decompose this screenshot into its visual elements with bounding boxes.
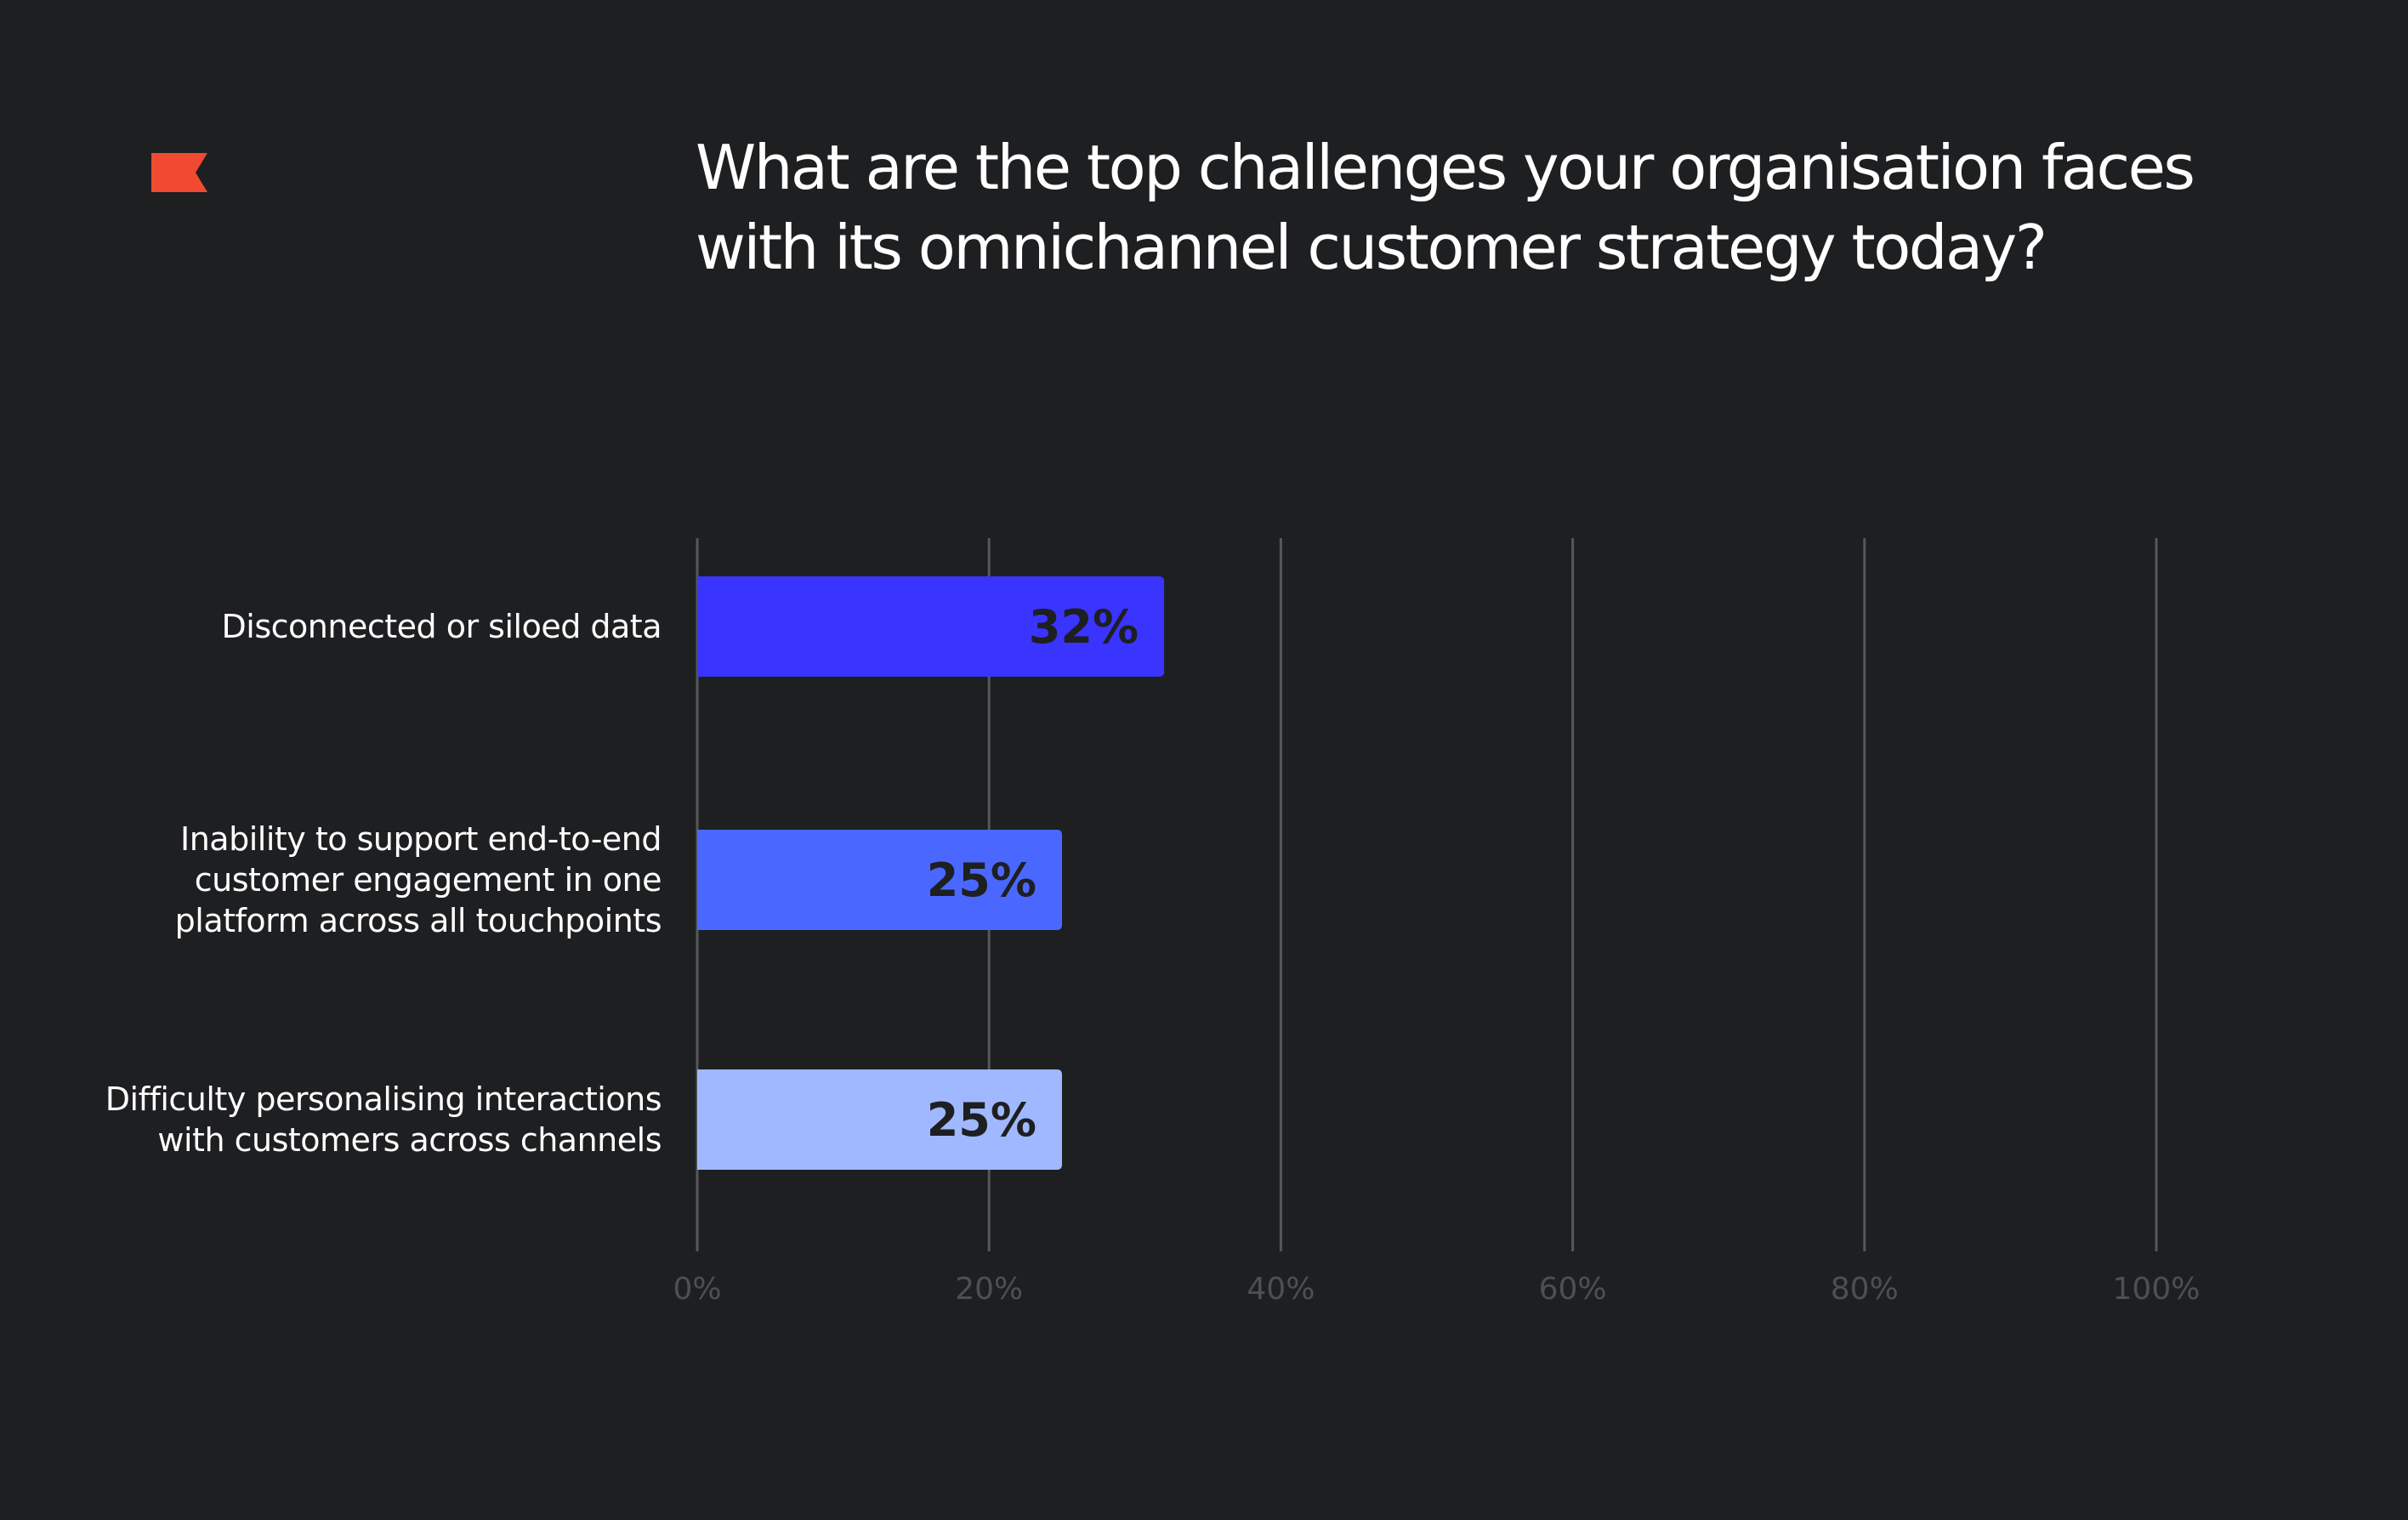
x-tick-label: 80%: [1831, 1272, 1899, 1307]
flag-icon: [151, 153, 207, 192]
x-tick-label: 0%: [673, 1272, 721, 1307]
x-tick-label: 20%: [955, 1272, 1023, 1307]
bar-value-label: 25%: [927, 854, 1036, 907]
category-label: Disconnected or siloed data: [222, 608, 662, 645]
bar: [697, 1069, 1062, 1170]
bar-value-label: 25%: [927, 1093, 1036, 1147]
value-labels: 32% 25% 25%: [927, 600, 1139, 1147]
bar-value-label: 32%: [1029, 600, 1139, 654]
x-tick-label: 100%: [2113, 1272, 2201, 1307]
bar: [697, 576, 1165, 677]
bar: [697, 830, 1062, 930]
x-tick-label: 60%: [1539, 1272, 1607, 1307]
category-labels: Disconnected or siloed data Inability to …: [105, 608, 662, 1159]
x-tick-label: 40%: [1247, 1272, 1315, 1307]
bars: [697, 576, 1165, 1170]
x-axis-tick-labels: 0% 20% 40% 60% 80% 100%: [673, 1272, 2200, 1307]
category-label: Inability to support end-to-end customer …: [175, 820, 662, 939]
chart-title: What are the top challenges your organis…: [696, 132, 2195, 283]
category-label: Difficulty personalising interactions wit…: [105, 1080, 662, 1159]
